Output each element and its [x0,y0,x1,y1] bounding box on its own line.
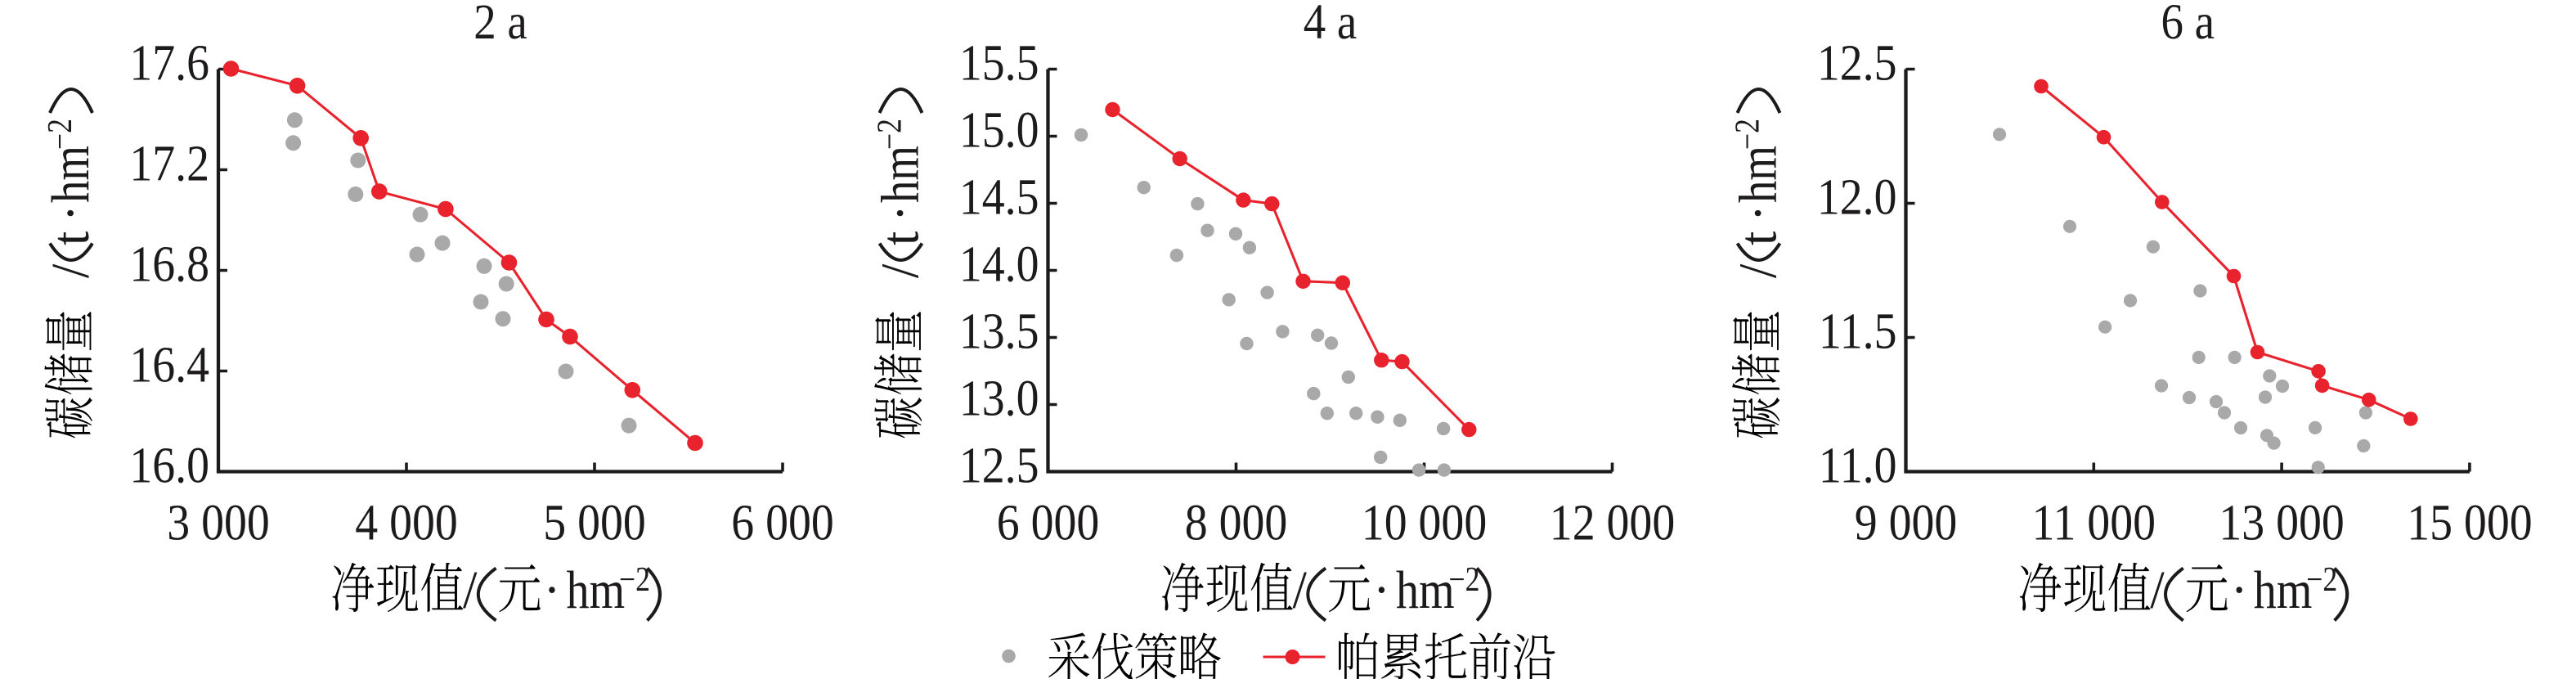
svg-text:·: · [41,205,101,222]
svg-text:−2: −2 [871,119,909,150]
svg-text:15.5: 15.5 [959,34,1039,91]
svg-text:15 000: 15 000 [2407,494,2532,551]
svg-text:−2: −2 [1449,560,1480,598]
svg-text:6 000: 6 000 [731,494,834,551]
svg-text:·: · [1728,205,1788,222]
svg-text:17.2: 17.2 [129,135,209,191]
svg-text:hm: hm [1729,146,1788,203]
svg-text:t: t [1728,231,1788,245]
svg-text:12.5: 12.5 [1817,34,1897,91]
svg-text:hm: hm [1396,560,1455,620]
svg-text:9 000: 9 000 [1855,494,1958,551]
svg-text:·: · [544,560,561,620]
svg-text:14.0: 14.0 [959,236,1039,292]
svg-text:/: / [463,560,478,620]
svg-text:11.0: 11.0 [1819,437,1897,493]
svg-text:/: / [41,263,101,278]
svg-text:16.4: 16.4 [129,336,209,393]
svg-text:5 000: 5 000 [543,494,646,551]
svg-text:hm: hm [2254,560,2313,620]
svg-text:hm: hm [871,146,931,203]
svg-text:−2: −2 [619,560,650,598]
svg-text:/: / [1293,560,1308,620]
svg-text:6 000: 6 000 [997,494,1100,551]
svg-text:13 000: 13 000 [2219,494,2344,551]
svg-text:·: · [1373,560,1390,620]
svg-text:13.0: 13.0 [959,370,1039,426]
svg-text:11.5: 11.5 [1819,303,1897,359]
svg-text:16.8: 16.8 [129,236,209,292]
svg-text:/: / [1728,263,1788,278]
svg-text:−2: −2 [2306,560,2337,598]
svg-text:12.5: 12.5 [959,437,1039,493]
svg-text:−2: −2 [41,119,79,150]
svg-text:12.0: 12.0 [1817,169,1897,225]
svg-text:hm: hm [41,146,101,203]
svg-text:/: / [2150,560,2165,620]
svg-text:−2: −2 [1729,119,1766,150]
svg-text:/: / [870,263,930,278]
svg-text:14.5: 14.5 [959,169,1039,225]
svg-text:6 a: 6 a [2161,0,2215,50]
svg-text:11 000: 11 000 [2032,494,2156,551]
svg-text:·: · [2231,560,2248,620]
svg-text:4 a: 4 a [1304,0,1358,50]
svg-text:4 000: 4 000 [355,494,458,551]
svg-text:3 000: 3 000 [167,494,270,551]
svg-text:·: · [870,205,930,222]
svg-text:17.6: 17.6 [129,34,209,91]
svg-text:15.0: 15.0 [959,101,1039,158]
svg-text:t: t [870,231,930,245]
svg-text:13.5: 13.5 [959,303,1039,359]
svg-text:hm: hm [567,560,626,620]
svg-text:16.0: 16.0 [129,437,209,493]
svg-text:2 a: 2 a [473,0,527,50]
svg-text:12 000: 12 000 [1550,494,1675,551]
svg-text:8 000: 8 000 [1185,494,1288,551]
svg-text:t: t [41,231,101,245]
svg-text:10 000: 10 000 [1362,494,1487,551]
